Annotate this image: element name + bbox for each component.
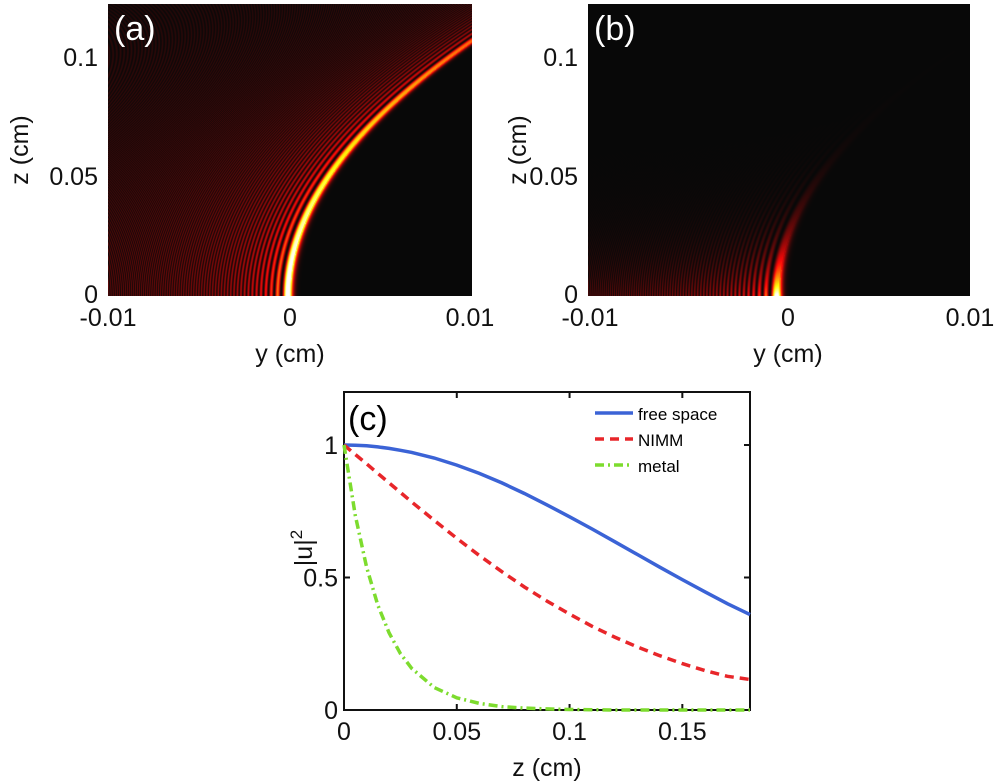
panel-a-label: (a) (114, 10, 156, 48)
b-ytick-0.1: 0.1 (543, 44, 578, 72)
panel-a: (a) 0.1 0.05 0 -0.01 0 0.01 y (cm) z (cm… (6, 10, 494, 368)
a-xtick-0: 0 (283, 304, 297, 332)
panel-b-label: (b) (594, 10, 636, 48)
c-xtick-label: 0 (337, 718, 351, 746)
a-ytick-0.1: 0.1 (63, 44, 98, 72)
c-xlabel: z (cm) (512, 754, 581, 782)
heatmap-b (588, 4, 970, 296)
b-xtick-neg: -0.01 (562, 304, 619, 332)
panel-c: 0 0.05 0.1 0.15 0 0.5 1 (c) free space NIMM meta… (287, 391, 751, 782)
c-axes-frame (343, 391, 751, 711)
a-xlabel: y (cm) (255, 340, 324, 368)
c-ytick-label: 0 (324, 697, 338, 725)
heatmap-a (108, 4, 472, 296)
b-xtick-0: 0 (781, 304, 795, 332)
a-ytick-0.05: 0.05 (49, 163, 98, 191)
a-ylabel: z (cm) (6, 115, 34, 184)
c-ytick-label: 1 (324, 432, 338, 460)
b-ytick-0: 0 (564, 281, 578, 309)
c-ylabel: |u|2 (287, 530, 318, 566)
c-ylabel-sup: 2 (287, 530, 306, 539)
c-ytick-label: 0.5 (303, 565, 338, 593)
series-line-free-space (343, 443, 751, 617)
c-ylabel-base: |u| (290, 539, 318, 566)
b-ylabel: z (cm) (504, 115, 532, 184)
a-ytick-0: 0 (84, 281, 98, 309)
series-line-metal (342, 444, 750, 712)
c-xtick-label: 0.05 (432, 718, 481, 746)
b-ytick-0.05: 0.05 (529, 163, 578, 191)
panel-c-label: (c) (348, 400, 388, 438)
a-xtick-neg: -0.01 (80, 304, 137, 332)
series-line-nimm (342, 443, 751, 682)
panel-b: (b) 0.1 0.05 0 -0.01 0 0.01 y (cm) z (cm… (504, 10, 994, 368)
c-xtick-label: 0.1 (552, 718, 587, 746)
b-xtick-pos: 0.01 (946, 304, 995, 332)
a-xtick-pos: 0.01 (446, 304, 495, 332)
b-xlabel: y (cm) (753, 340, 822, 368)
legend-label: metal (638, 457, 680, 476)
legend-label: NIMM (638, 431, 683, 450)
legend-label: free space (638, 405, 717, 424)
legend: free space NIMM metal (595, 405, 717, 476)
c-xtick-label: 0.15 (658, 718, 707, 746)
